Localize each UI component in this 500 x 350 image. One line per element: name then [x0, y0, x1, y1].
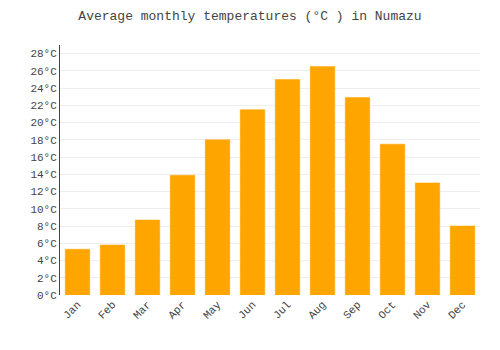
- svg-text:Sep: Sep: [341, 299, 363, 321]
- svg-text:6°C: 6°C: [37, 238, 57, 250]
- svg-text:Dec: Dec: [446, 299, 468, 321]
- svg-text:Average monthly temperatures (: Average monthly temperatures (°C ) in Nu…: [78, 9, 421, 24]
- svg-text:May: May: [201, 299, 224, 322]
- svg-text:Nov: Nov: [411, 299, 434, 322]
- svg-text:14°C: 14°C: [30, 169, 57, 181]
- svg-text:26°C: 26°C: [30, 66, 57, 78]
- svg-text:2°C: 2°C: [37, 273, 57, 285]
- svg-text:Jan: Jan: [61, 299, 83, 321]
- svg-text:0°C: 0°C: [37, 290, 57, 302]
- svg-text:20°C: 20°C: [30, 117, 57, 129]
- svg-text:4°C: 4°C: [37, 255, 57, 267]
- svg-text:12°C: 12°C: [30, 186, 57, 198]
- svg-text:Apr: Apr: [166, 299, 188, 321]
- svg-text:Aug: Aug: [306, 299, 328, 321]
- svg-text:24°C: 24°C: [30, 83, 57, 95]
- svg-text:Jun: Jun: [236, 299, 258, 321]
- svg-text:Jul: Jul: [271, 299, 293, 321]
- svg-text:Feb: Feb: [96, 299, 118, 321]
- svg-text:28°C: 28°C: [30, 48, 57, 60]
- svg-text:Mar: Mar: [131, 299, 153, 321]
- svg-text:Oct: Oct: [376, 299, 398, 321]
- svg-text:8°C: 8°C: [37, 221, 57, 233]
- svg-text:22°C: 22°C: [30, 100, 57, 112]
- svg-text:10°C: 10°C: [30, 204, 57, 216]
- svg-text:16°C: 16°C: [30, 152, 57, 164]
- svg-text:18°C: 18°C: [30, 135, 57, 147]
